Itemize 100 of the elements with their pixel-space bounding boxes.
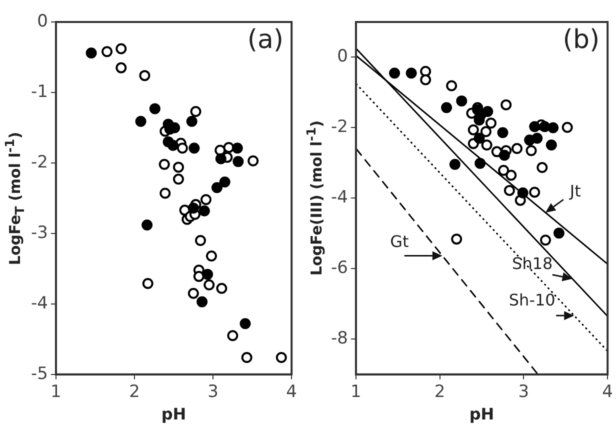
y-tick-label: 0	[37, 11, 48, 32]
point	[102, 46, 113, 58]
point	[167, 140, 178, 151]
x-tick-label: 1	[50, 382, 62, 402]
point	[158, 158, 170, 170]
x-axis-title: pH	[469, 404, 494, 424]
chart-title: (b)	[562, 24, 600, 55]
point	[449, 158, 460, 170]
point	[456, 95, 468, 106]
point	[248, 155, 259, 166]
point	[241, 352, 252, 363]
point	[211, 182, 222, 194]
x-axis-title: pH	[161, 404, 186, 424]
point	[196, 296, 208, 308]
y-tick-label: -3	[30, 222, 48, 243]
point	[276, 352, 287, 363]
point	[188, 202, 199, 214]
point	[116, 43, 127, 54]
point	[529, 186, 540, 198]
y-tick-label: -4	[30, 293, 48, 314]
point	[497, 127, 508, 138]
point	[227, 330, 238, 342]
point	[202, 268, 214, 280]
point	[204, 279, 215, 290]
point	[486, 118, 496, 129]
point	[468, 124, 479, 136]
point	[548, 122, 559, 134]
point	[142, 278, 154, 289]
point	[506, 170, 517, 181]
point	[142, 219, 153, 230]
point	[451, 234, 462, 245]
point	[420, 74, 432, 86]
point	[406, 68, 417, 79]
point	[480, 126, 492, 138]
y-tick-label: -1	[30, 82, 48, 102]
point	[216, 282, 228, 294]
point	[188, 142, 200, 154]
point	[176, 142, 188, 154]
point	[546, 139, 557, 150]
point	[188, 288, 199, 299]
point	[553, 228, 564, 239]
point	[186, 116, 198, 127]
point	[526, 145, 537, 156]
y-tick-label: -5	[30, 364, 48, 384]
point	[517, 187, 528, 198]
point	[86, 48, 97, 59]
y-tick-label: -4	[330, 188, 348, 208]
point	[498, 164, 510, 176]
point	[232, 142, 243, 154]
point	[135, 116, 146, 127]
point	[539, 121, 550, 132]
x-tick-label: 4	[286, 382, 298, 402]
point	[540, 234, 552, 246]
point	[529, 121, 540, 132]
point	[512, 143, 522, 154]
point	[446, 80, 458, 92]
point	[149, 103, 160, 114]
y-tick-label: -6	[330, 258, 348, 278]
point	[172, 174, 184, 185]
series-label: Sh18	[512, 254, 553, 273]
y-tick-label: -2	[330, 117, 348, 138]
point	[232, 156, 244, 168]
point	[194, 234, 206, 246]
point	[139, 70, 150, 82]
x-tick-label: 4	[602, 382, 614, 402]
chart-title: (a)	[247, 24, 284, 55]
x-tick-label: 1	[350, 382, 362, 402]
point	[198, 205, 210, 216]
point	[441, 102, 452, 114]
point	[474, 132, 485, 144]
y-tick-label: 0	[337, 46, 348, 67]
x-tick-label: 3	[208, 382, 218, 402]
y-tick-label: -8	[330, 328, 348, 349]
x-tick-label: 2	[129, 382, 140, 402]
point	[498, 150, 510, 161]
point	[160, 188, 171, 199]
point	[532, 132, 543, 144]
point	[500, 99, 512, 110]
point	[190, 106, 202, 118]
point	[482, 106, 494, 118]
series-label: Sh-10	[508, 290, 556, 310]
point	[474, 158, 486, 169]
point	[206, 250, 217, 262]
point	[389, 68, 400, 79]
point	[200, 194, 212, 206]
point	[536, 162, 548, 174]
point	[504, 184, 515, 196]
point	[116, 62, 127, 74]
series-label: Jt	[568, 182, 581, 201]
point	[172, 162, 184, 173]
point	[562, 122, 573, 133]
x-tick-label: 2	[434, 382, 446, 402]
point	[219, 176, 230, 188]
series-label: Gt	[390, 232, 409, 251]
point	[240, 318, 251, 330]
point	[215, 153, 226, 164]
x-tick-label: 3	[518, 382, 530, 402]
point	[481, 139, 492, 150]
point	[420, 66, 432, 77]
point	[193, 270, 204, 282]
